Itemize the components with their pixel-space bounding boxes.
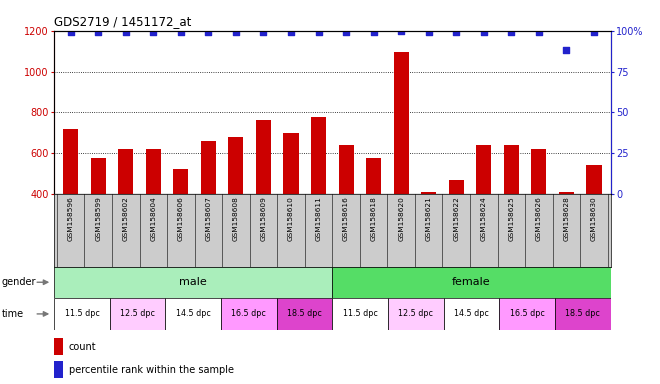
Bar [366,157,381,194]
Bar [54,338,63,355]
Text: male: male [180,277,207,287]
Text: percentile rank within the sample: percentile rank within the sample [69,364,234,374]
Text: 14.5 dpc: 14.5 dpc [176,310,211,318]
Bar [221,298,277,330]
Point [258,29,269,35]
Bar [333,267,610,298]
Text: 16.5 dpc: 16.5 dpc [232,310,266,318]
Point [561,47,572,53]
Text: 12.5 dpc: 12.5 dpc [398,310,433,318]
Bar [54,267,333,298]
Bar [166,298,221,330]
Bar [201,141,216,194]
Point [176,29,186,35]
Bar [283,133,298,194]
Bar [499,298,555,330]
Point [396,28,407,34]
Text: GSM158608: GSM158608 [233,196,239,241]
Bar [118,149,133,194]
Bar [90,157,106,194]
Text: GSM158618: GSM158618 [371,196,377,241]
Point [314,29,324,35]
Text: 11.5 dpc: 11.5 dpc [65,310,100,318]
Bar [256,121,271,194]
Bar [449,180,464,194]
Text: count: count [69,341,96,352]
Text: GSM158622: GSM158622 [453,196,459,241]
Text: GSM158609: GSM158609 [261,196,267,241]
Bar [421,192,436,194]
Text: gender: gender [2,277,36,287]
Point [424,29,434,35]
Bar [444,298,499,330]
Bar [63,129,79,194]
Point [148,29,158,35]
Text: GSM158616: GSM158616 [343,196,349,241]
Point [368,29,379,35]
Bar [531,149,546,194]
Text: GSM158607: GSM158607 [205,196,211,241]
Bar [333,298,388,330]
Bar [555,298,610,330]
Text: time: time [2,309,24,319]
Bar [277,298,333,330]
Text: GSM158620: GSM158620 [398,196,404,241]
Point [589,29,599,35]
Bar [504,146,519,194]
Bar [54,298,110,330]
Bar [54,361,63,378]
Bar [110,298,166,330]
Text: GSM158630: GSM158630 [591,196,597,241]
Bar [146,149,161,194]
Bar [393,51,409,194]
Text: GSM158606: GSM158606 [178,196,184,241]
Text: 12.5 dpc: 12.5 dpc [120,310,155,318]
Bar [228,137,244,194]
Text: GSM158621: GSM158621 [426,196,432,241]
Text: female: female [452,277,491,287]
Bar [559,192,574,194]
Point [506,29,517,35]
Point [286,29,296,35]
Point [478,29,489,35]
Text: GSM158596: GSM158596 [67,196,74,241]
Text: GDS2719 / 1451172_at: GDS2719 / 1451172_at [54,15,191,28]
Point [93,29,104,35]
Point [203,29,214,35]
Point [533,29,544,35]
Point [65,29,76,35]
Text: 18.5 dpc: 18.5 dpc [287,310,322,318]
Bar [173,169,188,194]
Bar [311,117,326,194]
Text: GSM158604: GSM158604 [150,196,156,241]
Point [451,29,461,35]
Text: 14.5 dpc: 14.5 dpc [454,310,489,318]
Text: GSM158599: GSM158599 [95,196,101,241]
Point [230,29,241,35]
Bar [477,146,492,194]
Text: 18.5 dpc: 18.5 dpc [565,310,600,318]
Point [341,29,351,35]
Bar [388,298,444,330]
Text: GSM158624: GSM158624 [480,196,487,241]
Bar [339,146,354,194]
Text: GSM158610: GSM158610 [288,196,294,241]
Text: GSM158626: GSM158626 [536,196,542,241]
Text: 16.5 dpc: 16.5 dpc [510,310,544,318]
Text: GSM158628: GSM158628 [564,196,570,241]
Text: 11.5 dpc: 11.5 dpc [343,310,378,318]
Point [121,29,131,35]
Bar [586,166,601,194]
Text: GSM158611: GSM158611 [315,196,321,241]
Text: GSM158625: GSM158625 [508,196,514,241]
Text: GSM158602: GSM158602 [123,196,129,241]
